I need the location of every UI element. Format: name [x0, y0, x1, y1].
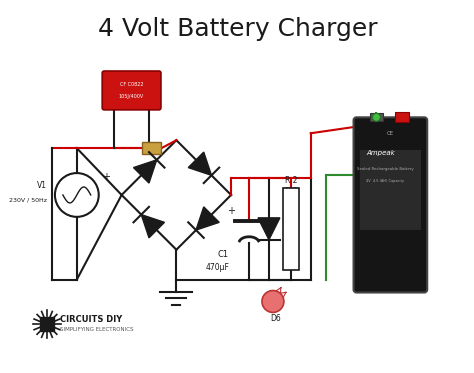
- Text: 470μF: 470μF: [205, 263, 229, 272]
- Text: CF C0822: CF C0822: [120, 82, 143, 87]
- Text: 230V / 50Hz: 230V / 50Hz: [9, 197, 47, 203]
- Bar: [395, 112, 409, 122]
- Polygon shape: [134, 160, 157, 183]
- Text: 4 Volt Battery Charger: 4 Volt Battery Charger: [98, 17, 378, 41]
- Text: CIRCUITS DIY: CIRCUITS DIY: [60, 315, 122, 324]
- Text: Sealed Rechargeable Battery: Sealed Rechargeable Battery: [357, 167, 414, 171]
- Bar: [359, 150, 421, 230]
- Bar: [142, 142, 162, 154]
- FancyBboxPatch shape: [102, 71, 161, 110]
- Text: C1: C1: [218, 250, 229, 259]
- Text: D6: D6: [271, 314, 281, 323]
- Circle shape: [373, 113, 381, 121]
- Bar: [283, 188, 299, 270]
- Polygon shape: [258, 218, 280, 240]
- Polygon shape: [196, 207, 219, 230]
- Text: SIMPLIFYING ELECTRONICS: SIMPLIFYING ELECTRONICS: [60, 327, 133, 332]
- Text: 500: 500: [284, 187, 298, 193]
- Bar: [371, 113, 383, 121]
- Text: R 2: R 2: [284, 176, 297, 185]
- Bar: [40, 317, 54, 331]
- Polygon shape: [141, 214, 164, 238]
- Circle shape: [262, 291, 284, 313]
- Text: V1: V1: [37, 181, 47, 189]
- Polygon shape: [188, 152, 211, 175]
- Text: CE: CE: [387, 131, 394, 136]
- FancyBboxPatch shape: [354, 117, 427, 292]
- Text: 105J/400V: 105J/400V: [119, 94, 144, 99]
- Text: +: +: [102, 172, 109, 182]
- Text: 4V  4.5 (AH) Capacity: 4V 4.5 (AH) Capacity: [366, 179, 404, 183]
- Text: Ampeak: Ampeak: [366, 150, 395, 156]
- Text: +: +: [227, 206, 235, 216]
